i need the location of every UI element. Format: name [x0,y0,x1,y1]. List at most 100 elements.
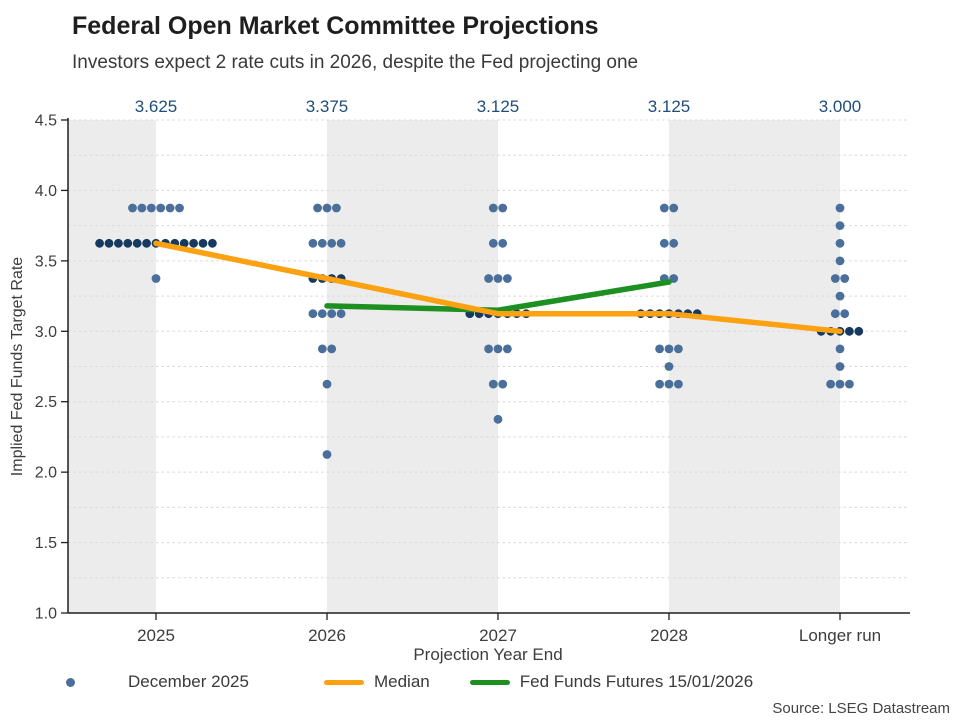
y-tick-label: 4.5 [35,113,57,130]
y-tick-label: 3.0 [35,324,57,341]
projection-dot [322,450,332,459]
projection-dot [179,238,189,248]
top-median-label: 3.375 [306,97,349,116]
projection-dot [830,309,840,319]
projection-dot [327,344,337,354]
projection-dot [659,238,669,248]
projection-dot [142,238,152,248]
projection-dot [132,238,142,248]
projection-dot [835,344,845,354]
projection-dot [493,344,503,354]
projection-dot [664,379,674,389]
projection-dot [137,203,147,213]
projection-dot [317,344,327,354]
y-axis-title: Implied Fed Funds Target Rate [9,257,26,476]
projection-dot [669,274,679,283]
dot-marker-icon [65,677,75,687]
projection-dot [830,274,840,283]
projection-dot [484,274,493,283]
projection-dot [488,203,498,213]
projection-dot [322,203,332,213]
projection-dot [493,414,503,424]
projection-dot [317,309,327,319]
projection-dot [95,238,104,248]
projection-dot [664,362,674,371]
projection-dot [332,203,341,213]
futures-line-marker-icon [469,679,510,685]
projection-dot [308,309,318,319]
projection-dot [322,379,332,389]
y-tick-label: 4.0 [35,183,57,200]
projection-dot [835,203,845,213]
projection-dot [503,344,512,354]
projection-dot [189,238,199,248]
projection-dot [835,379,845,389]
legend-item-december-2025: December 2025 [52,672,324,692]
legend-label: Fed Funds Futures 15/01/2026 [519,672,754,691]
projection-dot [835,256,845,266]
projection-dot [854,326,864,336]
projection-dot [484,344,493,354]
projection-dot [503,274,512,283]
projection-dot [208,238,217,248]
source-attribution: Source: LSEG Datastream [772,700,950,717]
projection-dot [336,238,346,248]
projection-dot [835,238,845,248]
projection-dot [104,238,114,248]
projection-dot [840,274,850,283]
projection-dot [327,309,337,319]
projection-dot [308,238,318,248]
projection-dot [327,238,337,248]
plot-band [327,120,498,613]
legend-item-futures: Fed Funds Futures 15/01/2026 [469,672,754,692]
projection-dot [488,238,498,248]
projection-dot [123,238,133,248]
median-line-marker-icon [323,679,364,685]
y-tick-label: 2.0 [35,465,57,482]
x-tick-label: Longer run [799,626,881,645]
page-title: Federal Open Market Committee Projection… [72,12,599,40]
projection-dot [175,203,184,213]
legend-item-median: Median [323,672,470,692]
x-tick-label: 2028 [650,626,688,645]
projection-dot [317,238,327,248]
x-axis-title: Projection Year End [413,645,562,664]
projection-dot [655,344,664,354]
projection-dot [669,238,679,248]
projection-dot [146,203,156,213]
projection-dot [498,379,508,389]
projection-dot [835,291,845,301]
projection-dot [674,344,683,354]
top-median-label: 3.625 [135,97,178,116]
projection-dot [156,203,166,213]
projection-dot [151,274,161,283]
projection-dot [835,221,845,231]
projection-dot [498,238,508,248]
projection-dot [165,203,175,213]
legend-label: December 2025 [128,672,249,691]
projection-dot [655,379,664,389]
y-tick-label: 3.5 [35,253,57,270]
y-tick-label: 2.5 [35,394,57,411]
top-median-label: 3.125 [648,97,691,116]
projection-dot [313,203,322,213]
projection-dot [669,203,679,213]
x-tick-label: 2027 [479,626,517,645]
chart-legend: December 2025 Median Fed Funds Futures 1… [52,672,753,692]
y-tick-label: 1.0 [35,606,57,623]
y-tick-label: 1.5 [35,535,57,552]
legend-label: Median [373,672,430,691]
projection-dot [840,309,850,319]
plot-band [669,120,840,613]
page-subtitle: Investors expect 2 rate cuts in 2026, de… [72,52,639,73]
projection-dot [664,344,674,354]
top-median-label: 3.125 [477,97,520,116]
top-median-label: 3.000 [819,97,862,116]
projection-dot [198,238,208,248]
projection-dot [845,379,854,389]
projection-dot [493,274,503,283]
projection-dot [498,203,508,213]
median-line [153,240,843,335]
projection-dot [336,309,346,319]
